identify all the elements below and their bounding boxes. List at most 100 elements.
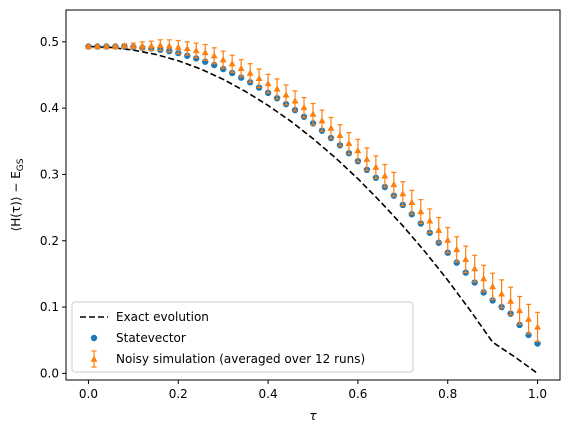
noisy-simulation-point	[94, 42, 101, 50]
noisy-simulation-point	[237, 59, 245, 78]
noisy-triangle-marker	[255, 74, 263, 81]
noisy-simulation-point	[408, 189, 416, 215]
noisy-simulation-point	[516, 295, 524, 325]
x-axis-label: τ	[309, 409, 317, 423]
noisy-simulation-point	[471, 254, 479, 283]
noisy-simulation-point	[309, 102, 317, 126]
statevector-point	[228, 69, 236, 77]
noisy-simulation-point	[363, 147, 371, 172]
noisy-triangle-marker	[372, 163, 380, 170]
x-tick-label: 0.4	[259, 387, 278, 401]
noisy-triangle-marker	[102, 42, 110, 50]
noisy-triangle-marker	[534, 323, 541, 330]
y-tick-label: 0.5	[40, 35, 59, 49]
noisy-simulation-point	[156, 39, 164, 52]
noisy-triangle-marker	[273, 85, 281, 92]
noisy-simulation-point	[85, 42, 92, 50]
noisy-triangle-marker	[390, 180, 398, 188]
noisy-triangle-marker	[156, 41, 164, 48]
noisy-simulation-point	[390, 171, 398, 197]
x-tick-label: 0.0	[79, 387, 98, 401]
x-tick-label: 0.2	[169, 387, 188, 401]
noisy-simulation-point	[255, 68, 263, 89]
legend-noisy-triangle	[90, 355, 98, 362]
noisy-simulation-point	[174, 39, 182, 55]
statevector-point	[453, 259, 460, 266]
noisy-simulation-point	[381, 163, 389, 188]
noisy-triangle-marker	[354, 146, 362, 154]
noisy-triangle-marker	[453, 245, 461, 253]
x-tick-label: 0.6	[348, 387, 367, 401]
noisy-simulation-point	[453, 236, 461, 263]
noisy-simulation-point	[426, 208, 434, 234]
noisy-triangle-marker	[399, 190, 407, 197]
noisy-triangle-marker	[381, 172, 389, 179]
noisy-triangle-marker	[246, 69, 254, 76]
noisy-triangle-marker	[345, 139, 353, 146]
noisy-simulation-point	[345, 132, 353, 155]
noisy-simulation-point	[147, 40, 155, 52]
noisy-triangle-marker	[165, 42, 173, 49]
noisy-triangle-marker	[237, 64, 245, 72]
noisy-triangle-marker	[408, 198, 416, 205]
noisy-simulation-point	[282, 84, 290, 106]
statevector-point	[237, 74, 245, 81]
noisy-simulation-point	[111, 42, 119, 50]
noisy-simulation-point	[210, 47, 218, 65]
noisy-triangle-marker	[417, 207, 425, 215]
noisy-simulation-point	[192, 42, 200, 59]
y-tick-label: 0.4	[40, 101, 59, 115]
noisy-triangle-marker	[336, 131, 344, 139]
noisy-simulation-point	[444, 226, 452, 254]
noisy-simulation-point	[318, 109, 326, 132]
noisy-simulation-point	[102, 42, 110, 50]
legend: Exact evolution Statevector Noisy simulati…	[71, 301, 414, 373]
noisy-triangle-marker	[309, 110, 317, 117]
noisy-simulation-point	[300, 96, 308, 119]
statevector-point	[489, 297, 496, 304]
exact-evolution-line	[88, 45, 539, 375]
legend-label: Noisy simulation (averaged over 12 runs)	[116, 352, 365, 366]
noisy-simulation-point	[291, 90, 299, 112]
noisy-triangle-marker	[120, 42, 128, 49]
y-axis-label: ⟨H(τ)⟩ − EGS	[9, 158, 26, 231]
noisy-triangle-marker	[444, 236, 452, 243]
noisy-triangle-marker	[525, 315, 532, 322]
noisy-triangle-marker	[489, 282, 497, 290]
noisy-triangle-marker	[480, 274, 488, 282]
noisy-simulation-point	[462, 245, 470, 274]
noisy-simulation-point	[336, 124, 344, 147]
noisy-simulation-point	[327, 116, 335, 140]
noisy-triangle-marker	[111, 42, 119, 50]
x-tick-label: 1.0	[528, 387, 547, 401]
noisy-triangle-marker	[94, 42, 101, 50]
noisy-triangle-marker	[426, 217, 434, 224]
noisy-simulation-point	[525, 303, 532, 335]
noisy-triangle-marker	[471, 265, 479, 272]
legend-label: Exact evolution	[116, 310, 209, 324]
noisy-triangle-marker	[138, 42, 146, 49]
noisy-simulation-point	[480, 264, 488, 293]
noisy-simulation-point	[417, 199, 425, 225]
statevector-point	[516, 321, 523, 329]
noisy-simulation-point	[507, 286, 515, 316]
series-layer	[85, 39, 541, 375]
noisy-triangle-marker	[201, 48, 209, 56]
legend-swatch-statevector	[90, 334, 98, 342]
noisy-triangle-marker	[363, 155, 371, 162]
noisy-triangle-marker	[192, 46, 200, 54]
legend-label: Statevector	[116, 331, 186, 345]
noisy-triangle-marker	[219, 56, 227, 63]
y-tick-label: 0.0	[40, 366, 59, 380]
noisy-simulation-point	[138, 41, 146, 51]
statevector-point	[193, 55, 200, 62]
noisy-simulation-point	[228, 54, 236, 73]
legend-swatch-noisy	[90, 350, 98, 368]
statevector-point	[219, 65, 227, 73]
noisy-triangle-marker	[85, 42, 92, 50]
noisy-triangle-marker	[282, 91, 290, 98]
noisy-triangle-marker	[507, 297, 515, 304]
noisy-simulation-point	[273, 78, 281, 100]
x-tick-label: 0.8	[438, 387, 457, 401]
